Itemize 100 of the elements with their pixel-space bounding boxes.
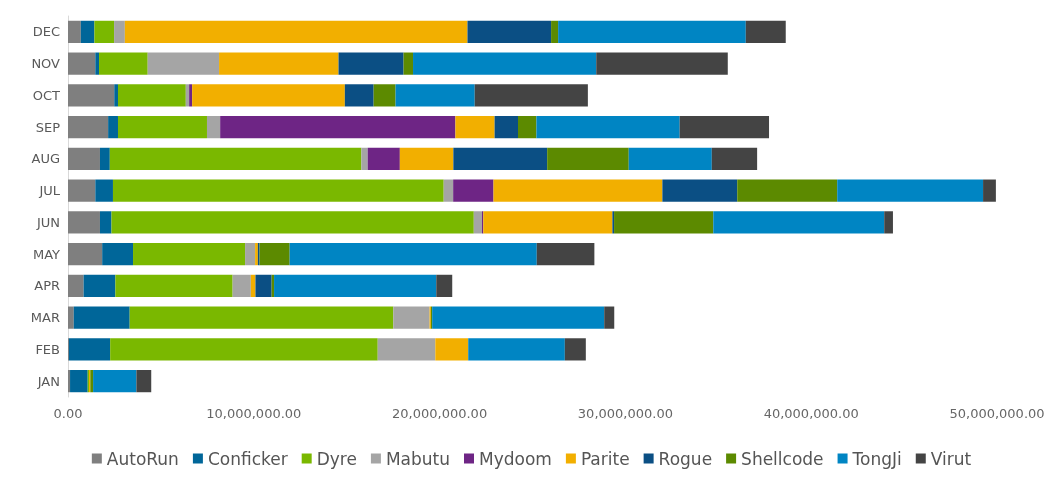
bar (737, 179, 838, 202)
bar (109, 147, 362, 170)
bar (95, 179, 113, 202)
bar (93, 370, 137, 393)
bar (679, 116, 770, 139)
bar (189, 84, 193, 107)
bar (115, 274, 233, 297)
bar (367, 147, 400, 170)
x-tick-label: 20,000,000.00 (392, 406, 488, 421)
bar (596, 52, 728, 75)
bar (95, 52, 100, 75)
bar (453, 179, 494, 202)
bar (94, 20, 115, 43)
bar (206, 116, 221, 139)
y-tick-label: MAR (30, 310, 60, 326)
bar (133, 243, 246, 266)
bar (99, 211, 112, 234)
bar (68, 211, 100, 234)
bar (117, 84, 186, 107)
legend-label: TongJi (851, 448, 902, 469)
y-tick-label: JUL (38, 183, 61, 199)
bar (219, 52, 339, 75)
legend-label: Rogue (658, 448, 713, 469)
bar (468, 338, 565, 361)
bar (455, 116, 495, 139)
bar (662, 179, 738, 202)
bar (373, 84, 396, 107)
bar (68, 52, 96, 75)
bar (68, 179, 96, 202)
bar (467, 20, 552, 43)
bar (232, 274, 251, 297)
bar (473, 211, 482, 234)
bar (558, 20, 746, 43)
bar (129, 306, 394, 329)
x-tick-label: 10,000,000.00 (206, 406, 302, 421)
bar (536, 243, 595, 266)
x-tick-label: 30,000,000.00 (577, 406, 673, 421)
legend-label: Conficker (207, 448, 288, 469)
bar (110, 338, 378, 361)
bar (99, 147, 110, 170)
y-tick-label: DEC (32, 24, 60, 40)
bar (80, 20, 95, 43)
bar (112, 179, 444, 202)
bar (474, 84, 588, 107)
bar (338, 52, 404, 75)
legend-label: AutoRun (106, 448, 179, 469)
bar (983, 179, 996, 202)
legend-label: Shellcode (741, 448, 824, 469)
y-tick-label: SEP (35, 119, 61, 135)
bar (745, 20, 786, 43)
bar (436, 274, 453, 297)
bar (551, 20, 559, 43)
y-tick-label: AUG (31, 151, 60, 167)
x-tick-label: 40,000,000.00 (763, 406, 859, 421)
bar (393, 306, 430, 329)
bar (111, 211, 474, 234)
bar (536, 116, 680, 139)
legend-label: Dyre (316, 448, 357, 469)
bar (99, 52, 148, 75)
bar (102, 243, 134, 266)
bar (289, 243, 537, 266)
bar (68, 338, 111, 361)
legend-label: Mydoom (479, 448, 552, 469)
bar (395, 84, 475, 107)
bar (220, 116, 456, 139)
bar (108, 116, 118, 139)
x-tick-label: 0.00 (53, 406, 83, 421)
y-tick-label: MAY (32, 246, 61, 262)
bar (547, 147, 629, 170)
bar (564, 338, 586, 361)
y-tick-label: FEB (35, 341, 60, 357)
bar (713, 211, 885, 234)
bar (83, 274, 116, 297)
bar (68, 147, 100, 170)
bar (399, 147, 454, 170)
bar (259, 243, 290, 266)
bar (68, 370, 71, 393)
bar (117, 116, 207, 139)
bar (255, 274, 272, 297)
bar (68, 20, 81, 43)
bar (114, 20, 125, 43)
bar (711, 147, 758, 170)
bar (614, 211, 714, 234)
y-tick-label: NOV (31, 56, 61, 72)
bar (68, 306, 74, 329)
bar (114, 84, 118, 107)
bar (413, 52, 597, 75)
bar (453, 147, 548, 170)
bar (518, 116, 537, 139)
bar (136, 370, 152, 393)
bar (837, 179, 984, 202)
bar (432, 306, 605, 329)
bar (884, 211, 893, 234)
bar (192, 84, 345, 107)
bar (493, 179, 663, 202)
legend-label: Parite (580, 448, 630, 469)
y-tick-label: OCT (32, 87, 61, 103)
bar (483, 211, 613, 234)
bar (245, 243, 256, 266)
bar (68, 116, 109, 139)
